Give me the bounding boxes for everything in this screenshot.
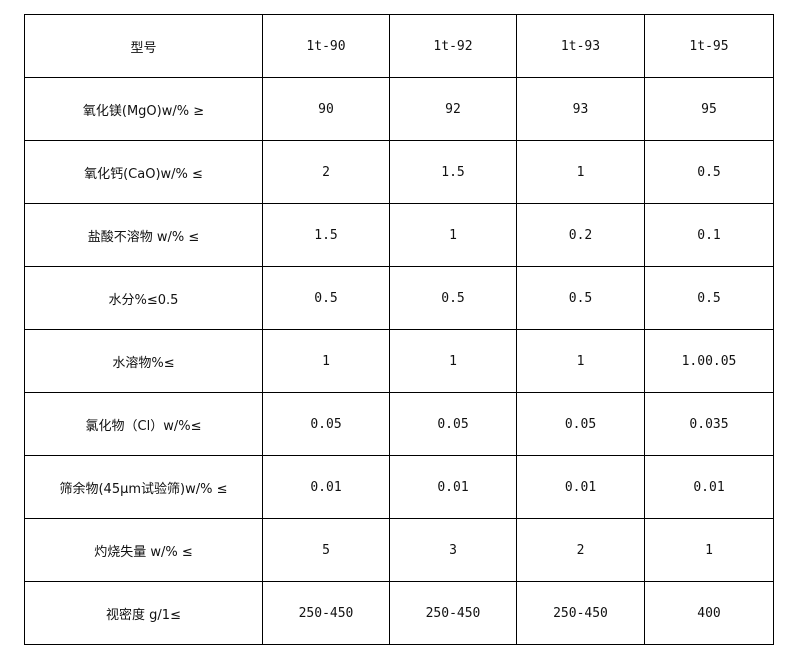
value-cell: 92 [389, 77, 517, 141]
table-row: 氯化物（Cl）w/%≤ 0.05 0.05 0.05 0.035 [24, 392, 774, 456]
value-cell: 95 [644, 77, 774, 141]
value-cell: 0.2 [516, 203, 645, 267]
row-label: 水分%≤0.5 [24, 266, 263, 330]
value-cell: 0.05 [389, 392, 517, 456]
value-cell: 3 [389, 518, 517, 582]
value-cell: 93 [516, 77, 645, 141]
header-cell-model: 型号 [24, 14, 263, 78]
value-cell: 1 [516, 329, 645, 393]
value-cell: 250-450 [389, 581, 517, 645]
value-cell: 0.01 [262, 455, 390, 519]
table-row: 视密度 g/1≤ 250-450 250-450 250-450 400 [24, 581, 774, 645]
value-cell: 2 [516, 518, 645, 582]
value-cell: 0.1 [644, 203, 774, 267]
value-cell: 0.5 [262, 266, 390, 330]
table-row: 灼烧失量 w/% ≤5 3 2 1 [24, 518, 774, 582]
table-row: 筛余物(45μm试验筛)w/% ≤0.01 0.01 0.01 0.01 [24, 455, 774, 519]
header-cell: 1t-95 [644, 14, 774, 78]
table-row: 水溶物%≤ 1 1 1 1.00.05 [24, 329, 774, 393]
table-row: 氧化钙(CaO)w/% ≤2 1.5 1 0.5 [24, 140, 774, 204]
table-row: 氧化镁(MgO)w/% ≥90 92 93 95 [24, 77, 774, 141]
value-cell: 1 [389, 203, 517, 267]
header-row: 型号 1t-90 1t-92 1t-93 1t-95 [24, 14, 774, 78]
value-cell: 90 [262, 77, 390, 141]
value-cell: 1 [516, 140, 645, 204]
value-cell: 0.5 [389, 266, 517, 330]
value-cell: 0.01 [516, 455, 645, 519]
value-cell: 1.5 [389, 140, 517, 204]
row-label: 灼烧失量 w/% ≤ [24, 518, 263, 582]
value-cell: 1.5 [262, 203, 390, 267]
row-label: 盐酸不溶物 w/% ≤ [24, 203, 263, 267]
value-cell: 0.01 [644, 455, 774, 519]
value-cell: 1 [262, 329, 390, 393]
value-cell: 1 [644, 518, 774, 582]
header-cell: 1t-93 [516, 14, 645, 78]
table-row: 盐酸不溶物 w/% ≤1.5 1 0.2 0.1 [24, 203, 774, 267]
row-label: 水溶物%≤ [24, 329, 263, 393]
row-label: 筛余物(45μm试验筛)w/% ≤ [24, 455, 263, 519]
row-label: 氧化镁(MgO)w/% ≥ [24, 77, 263, 141]
table-row: 水分%≤0.5 0.5 0.5 0.5 0.5 [24, 266, 774, 330]
value-cell: 400 [644, 581, 774, 645]
value-cell: 0.5 [516, 266, 645, 330]
value-cell: 0.05 [516, 392, 645, 456]
value-cell: 0.01 [389, 455, 517, 519]
value-cell: 2 [262, 140, 390, 204]
row-label: 视密度 g/1≤ [24, 581, 263, 645]
row-label: 氧化钙(CaO)w/% ≤ [24, 140, 263, 204]
value-cell: 0.035 [644, 392, 774, 456]
value-cell: 250-450 [262, 581, 390, 645]
value-cell: 250-450 [516, 581, 645, 645]
row-label: 氯化物（Cl）w/%≤ [24, 392, 263, 456]
spec-table: 型号 1t-90 1t-92 1t-93 1t-95 氧化镁(MgO)w/% ≥… [24, 14, 774, 645]
value-cell: 1.00.05 [644, 329, 774, 393]
value-cell: 5 [262, 518, 390, 582]
value-cell: 0.5 [644, 266, 774, 330]
value-cell: 1 [389, 329, 517, 393]
header-cell: 1t-90 [262, 14, 390, 78]
header-cell: 1t-92 [389, 14, 517, 78]
value-cell: 0.05 [262, 392, 390, 456]
value-cell: 0.5 [644, 140, 774, 204]
